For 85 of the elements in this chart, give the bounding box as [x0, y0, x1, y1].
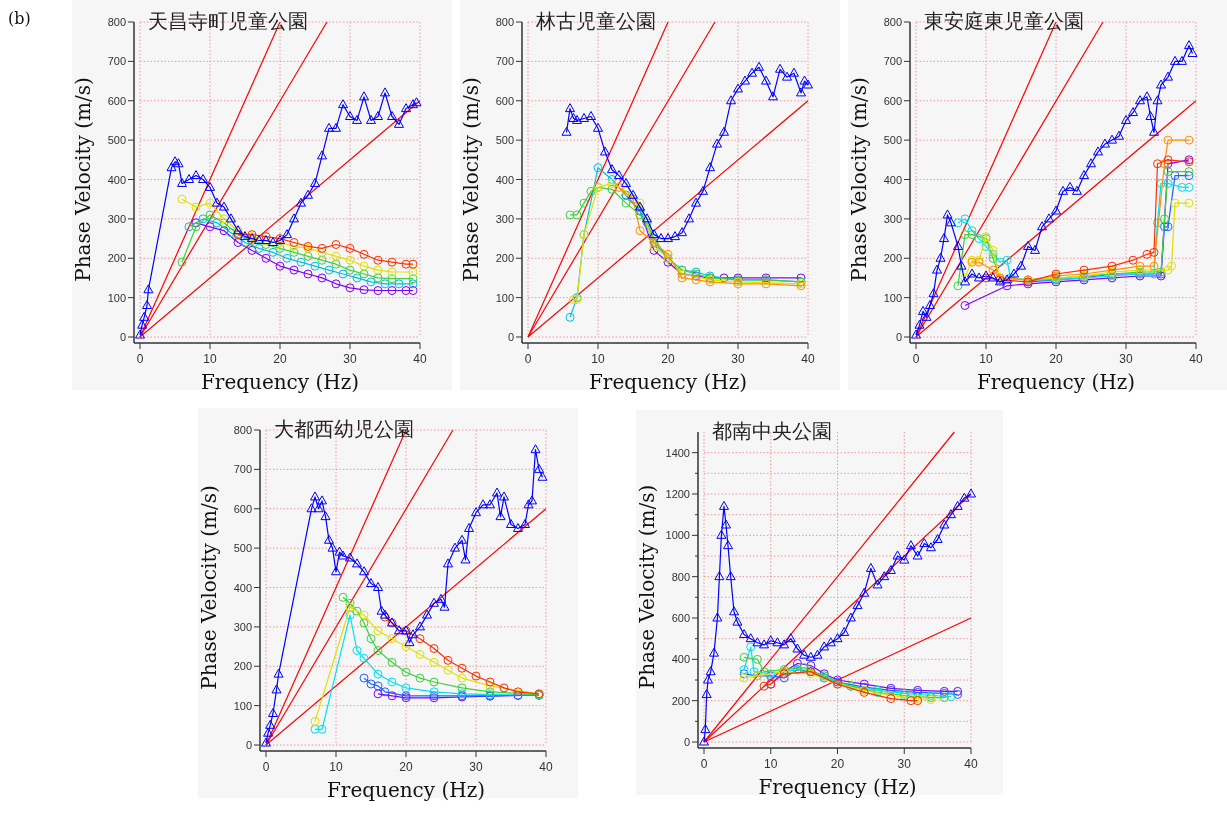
x-tick-label: 40 — [964, 757, 978, 771]
y-tick-label: 500 — [107, 134, 126, 147]
y-tick-label: 800 — [495, 16, 514, 28]
y-tick-label: 300 — [107, 212, 126, 225]
x-axis-title: Frequency (Hz) — [326, 778, 486, 802]
y-tick-label: 500 — [495, 134, 514, 147]
x-tick-label: 10 — [979, 352, 993, 366]
y-axis-title: Phase Velocity (m/s) — [847, 77, 871, 282]
x-tick-label: 30 — [343, 352, 357, 366]
chart-title: 林古児童公園 — [535, 9, 656, 33]
y-tick-label: 300 — [883, 212, 902, 225]
text: (b) — [8, 9, 31, 28]
x-tick-label: 20 — [273, 352, 287, 366]
x-axis-title: Frequency (Hz) — [976, 370, 1136, 394]
y-tick-label: 0 — [119, 331, 126, 343]
y-tick-label: 100 — [107, 291, 126, 304]
y-tick-label: 1200 — [665, 488, 690, 500]
y-tick-label: 200 — [671, 694, 690, 707]
x-tick-label: 30 — [469, 760, 483, 774]
y-tick-label: 0 — [895, 331, 902, 343]
x-tick-label: 0 — [136, 352, 144, 366]
y-tick-label: 300 — [495, 212, 514, 225]
y-axis-title: Phase Velocity (m/s) — [459, 77, 483, 282]
y-tick-label: 700 — [233, 463, 252, 476]
x-tick-label: 30 — [1119, 352, 1133, 366]
y-tick-label: 1000 — [665, 529, 690, 542]
x-tick-label: 20 — [830, 757, 845, 771]
y-tick-label: 400 — [495, 173, 514, 186]
x-axis-title: Frequency (Hz) — [758, 775, 917, 799]
x-tick-label: 20 — [661, 352, 675, 366]
x-tick-label: 0 — [912, 352, 920, 366]
x-axis-title: Frequency (Hz) — [588, 370, 748, 394]
x-tick-label: 30 — [731, 352, 745, 366]
y-tick-label: 100 — [495, 291, 514, 304]
y-tick-label: 0 — [245, 739, 252, 751]
y-tick-label: 100 — [233, 699, 252, 712]
chart-title: 大都西幼児公園 — [274, 417, 414, 441]
y-tick-label: 700 — [883, 55, 902, 68]
x-axis-title: Frequency (Hz) — [200, 370, 360, 394]
y-tick-label: 800 — [671, 570, 690, 583]
y-tick-label: 0 — [683, 736, 690, 748]
y-axis-title: Phase Velocity (m/s) — [635, 484, 659, 690]
y-tick-label: 700 — [107, 55, 126, 68]
x-tick-label: 40 — [1189, 352, 1203, 366]
y-tick-label: 800 — [883, 16, 902, 28]
y-tick-label: 400 — [883, 173, 902, 186]
y-tick-label: 600 — [671, 612, 690, 624]
chart-title: 東安庭東児童公園 — [924, 9, 1084, 33]
y-tick-label: 800 — [233, 424, 252, 436]
y-tick-label: 400 — [233, 581, 252, 594]
y-tick-label: 400 — [671, 653, 690, 666]
y-tick-label: 1400 — [665, 446, 690, 459]
y-tick-label: 200 — [107, 252, 126, 265]
y-tick-label: 600 — [883, 94, 902, 107]
y-tick-label: 600 — [107, 94, 126, 107]
y-tick-label: 200 — [495, 252, 514, 265]
y-axis-title: Phase Velocity (m/s) — [197, 485, 221, 690]
y-tick-label: 500 — [233, 542, 252, 555]
y-tick-label: 100 — [883, 291, 902, 304]
y-axis-title: Phase Velocity (m/s) — [71, 77, 95, 282]
x-tick-label: 40 — [801, 352, 815, 366]
x-tick-label: 20 — [399, 760, 413, 774]
y-tick-label: 200 — [233, 660, 252, 673]
y-tick-label: 500 — [883, 134, 902, 147]
x-tick-label: 0 — [524, 352, 532, 366]
chart-title: 都南中央公園 — [712, 419, 832, 443]
x-tick-label: 40 — [413, 352, 427, 366]
chart-title: 天昌寺町児童公園 — [148, 9, 308, 33]
x-tick-label: 0 — [262, 760, 270, 774]
x-tick-label: 40 — [539, 760, 553, 774]
x-tick-label: 10 — [329, 760, 343, 774]
y-tick-label: 700 — [495, 55, 514, 68]
y-tick-label: 600 — [233, 502, 252, 515]
y-tick-label: 0 — [507, 331, 514, 343]
y-tick-label: 400 — [107, 173, 126, 186]
y-tick-label: 200 — [883, 252, 902, 265]
x-tick-label: 30 — [897, 757, 912, 771]
x-tick-label: 10 — [203, 352, 217, 366]
x-tick-label: 10 — [764, 757, 778, 771]
y-tick-label: 600 — [495, 94, 514, 107]
y-tick-label: 800 — [107, 16, 126, 28]
x-tick-label: 0 — [700, 757, 708, 771]
x-tick-label: 20 — [1049, 352, 1063, 366]
x-tick-label: 10 — [591, 352, 605, 366]
y-tick-label: 300 — [233, 620, 252, 633]
